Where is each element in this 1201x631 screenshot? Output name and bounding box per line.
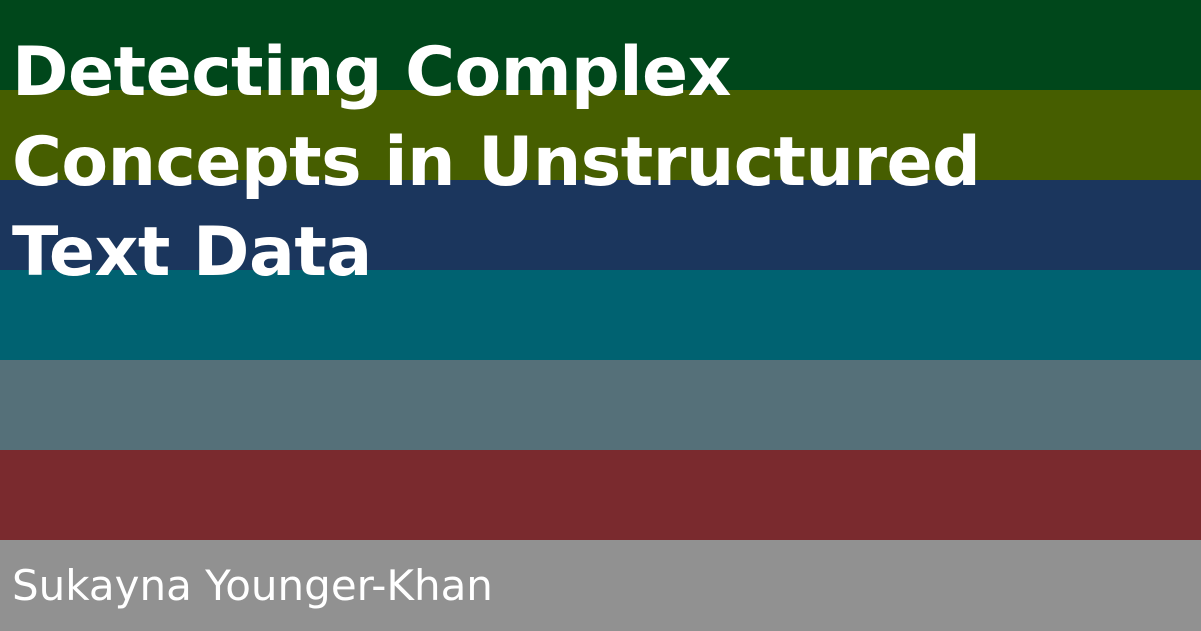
stripe-dark-green xyxy=(0,0,1201,90)
author-name: Sukayna Younger-Khan xyxy=(12,561,493,610)
page-title: Detecting Complex Concepts in Unstructur… xyxy=(12,28,1162,298)
stripe-slate-gray xyxy=(0,360,1201,450)
title-line-2: Concepts in Unstructured xyxy=(12,123,981,202)
stripe-light-gray xyxy=(0,540,1201,631)
stripe-dark-red xyxy=(0,450,1201,540)
stripe-navy-blue xyxy=(0,180,1201,270)
stripe-teal xyxy=(0,270,1201,360)
title-line-1: Detecting Complex xyxy=(12,33,732,112)
stripe-olive-green xyxy=(0,90,1201,180)
title-line-3: Text Data xyxy=(12,213,372,292)
